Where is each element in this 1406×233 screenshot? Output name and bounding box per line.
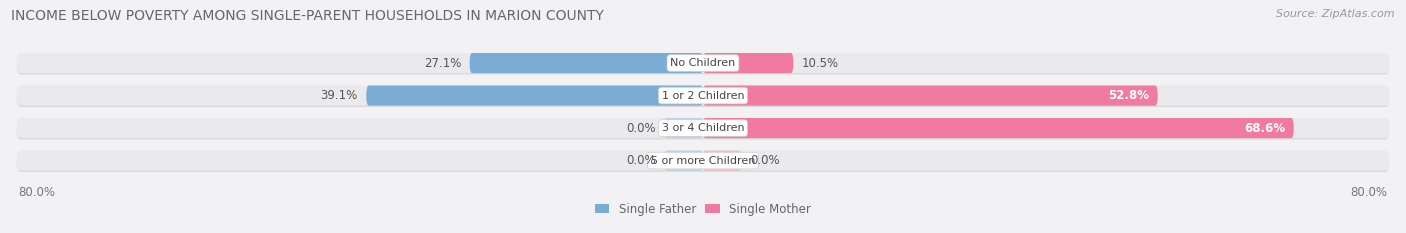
Text: 0.0%: 0.0% xyxy=(626,122,655,135)
Text: 0.0%: 0.0% xyxy=(751,154,780,167)
Text: 3 or 4 Children: 3 or 4 Children xyxy=(662,123,744,133)
Text: 80.0%: 80.0% xyxy=(1351,186,1388,199)
Text: 80.0%: 80.0% xyxy=(18,186,55,199)
FancyBboxPatch shape xyxy=(17,86,1389,107)
Text: 52.8%: 52.8% xyxy=(1108,89,1149,102)
Legend: Single Father, Single Mother: Single Father, Single Mother xyxy=(591,198,815,221)
FancyBboxPatch shape xyxy=(17,54,1389,75)
Text: 10.5%: 10.5% xyxy=(801,57,839,70)
FancyBboxPatch shape xyxy=(470,53,703,73)
Text: 68.6%: 68.6% xyxy=(1244,122,1285,135)
FancyBboxPatch shape xyxy=(703,53,793,73)
FancyBboxPatch shape xyxy=(703,86,1157,106)
FancyBboxPatch shape xyxy=(703,151,742,171)
FancyBboxPatch shape xyxy=(17,151,1389,171)
Text: 5 or more Children: 5 or more Children xyxy=(651,156,755,166)
Text: Source: ZipAtlas.com: Source: ZipAtlas.com xyxy=(1277,9,1395,19)
FancyBboxPatch shape xyxy=(17,118,1389,138)
FancyBboxPatch shape xyxy=(17,86,1389,106)
FancyBboxPatch shape xyxy=(664,118,703,138)
Text: 1 or 2 Children: 1 or 2 Children xyxy=(662,91,744,101)
FancyBboxPatch shape xyxy=(17,53,1389,73)
FancyBboxPatch shape xyxy=(703,118,1294,138)
FancyBboxPatch shape xyxy=(17,151,1389,172)
Text: INCOME BELOW POVERTY AMONG SINGLE-PARENT HOUSEHOLDS IN MARION COUNTY: INCOME BELOW POVERTY AMONG SINGLE-PARENT… xyxy=(11,9,605,23)
FancyBboxPatch shape xyxy=(17,119,1389,140)
Text: 27.1%: 27.1% xyxy=(423,57,461,70)
Text: 0.0%: 0.0% xyxy=(626,154,655,167)
FancyBboxPatch shape xyxy=(664,151,703,171)
FancyBboxPatch shape xyxy=(367,86,703,106)
Text: No Children: No Children xyxy=(671,58,735,68)
Text: 39.1%: 39.1% xyxy=(321,89,357,102)
